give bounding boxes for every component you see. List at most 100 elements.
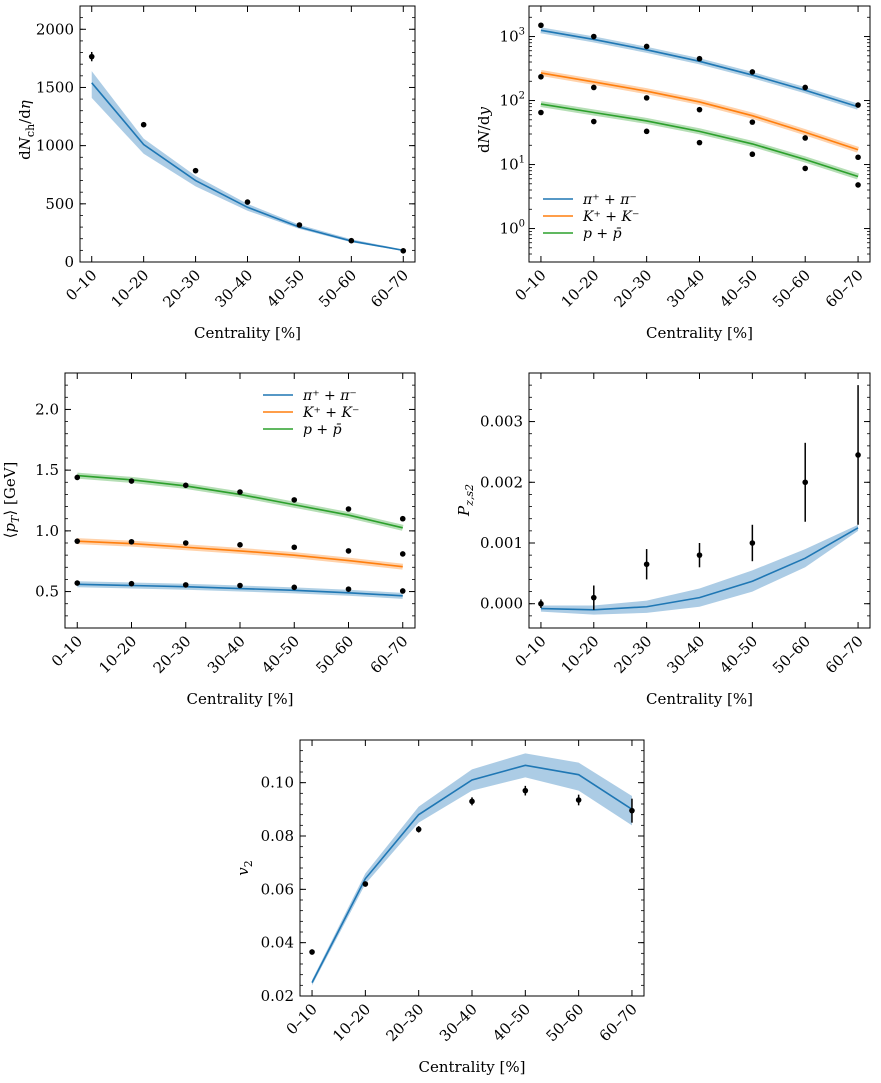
data-point bbox=[182, 482, 189, 489]
y-tick-label: 0.002 bbox=[480, 473, 523, 491]
data-point bbox=[348, 237, 355, 244]
chart-panel-2: 100 101 102 103 0–10 10–20 20–30 30–40 40–50 50–6… bbox=[475, 5, 871, 342]
x-tick-label: 60–70 bbox=[822, 266, 867, 311]
y-tick-label: 1.0 bbox=[35, 522, 59, 540]
x-tick-label: 30–40 bbox=[204, 632, 249, 677]
data-point bbox=[345, 548, 352, 554]
y-axis-label: ⟨pT⟩ [GeV] bbox=[1, 462, 22, 539]
y-tick-label: 1.5 bbox=[35, 461, 59, 479]
data-point bbox=[643, 43, 650, 50]
data-point bbox=[802, 479, 809, 486]
data-point bbox=[74, 580, 81, 586]
x-tick-label: 10–20 bbox=[95, 632, 140, 677]
data-point bbox=[802, 165, 809, 172]
y-tick-label: 2000 bbox=[36, 20, 74, 38]
x-tick-label: 20–30 bbox=[610, 266, 655, 311]
x-tick-label: 0–10 bbox=[62, 266, 100, 304]
plot-frame bbox=[528, 5, 871, 263]
data-point bbox=[128, 538, 135, 545]
y-tick-label: 103 bbox=[500, 27, 525, 46]
data-point bbox=[749, 69, 756, 75]
data-point bbox=[749, 151, 756, 158]
uncertainty-band bbox=[91, 71, 404, 251]
x-tick-label: 30–40 bbox=[436, 1000, 481, 1045]
legend-label-kaon: K⁺ + K⁻ bbox=[582, 209, 639, 225]
x-tick-label: 50–60 bbox=[315, 266, 360, 311]
data-point bbox=[291, 584, 298, 591]
x-tick-label: 20–30 bbox=[159, 266, 204, 311]
x-tick-label: 0–10 bbox=[511, 266, 549, 304]
x-tick-label: 40–50 bbox=[716, 266, 761, 311]
x-axis-label: Centrality [%] bbox=[646, 324, 753, 342]
y-tick-label: 0.5 bbox=[35, 583, 59, 601]
data-point bbox=[415, 826, 422, 833]
y-axis-label: v2 bbox=[234, 860, 255, 875]
y-axis-label: Pz,s2 bbox=[455, 484, 476, 517]
legend-label-pion: π⁺ + π⁻ bbox=[302, 388, 357, 404]
data-point bbox=[538, 73, 544, 80]
x-tick-label: 10–20 bbox=[558, 632, 603, 677]
data-point bbox=[140, 121, 147, 128]
plot-frame bbox=[528, 372, 871, 629]
x-tick-label: 20–30 bbox=[610, 632, 655, 677]
data-point bbox=[590, 33, 597, 40]
data-point bbox=[296, 222, 303, 228]
data-point bbox=[696, 139, 703, 146]
data-point bbox=[309, 949, 315, 955]
data-point bbox=[590, 594, 597, 601]
uncertainty-band bbox=[540, 27, 859, 110]
data-point bbox=[192, 167, 199, 174]
y-tick-label: 0.001 bbox=[480, 534, 523, 552]
data-point bbox=[696, 552, 703, 558]
uncertainty-band bbox=[312, 753, 632, 986]
x-tick-label: 0–10 bbox=[48, 632, 86, 670]
model-line-pion bbox=[540, 29, 859, 108]
y-tick-label: 1500 bbox=[36, 78, 74, 96]
model-line-pion bbox=[540, 527, 859, 611]
data-point bbox=[244, 199, 251, 205]
data-point bbox=[522, 787, 529, 794]
x-tick-label: 0–10 bbox=[511, 632, 549, 670]
data-point bbox=[469, 798, 475, 805]
data-point bbox=[88, 53, 95, 60]
data-point bbox=[575, 797, 582, 803]
data-point bbox=[237, 489, 243, 495]
x-axis-label: Centrality [%] bbox=[187, 690, 294, 708]
data-point bbox=[749, 119, 756, 125]
data-point bbox=[182, 582, 189, 588]
x-tick-label: 30–40 bbox=[663, 632, 708, 677]
y-tick-label: 0.10 bbox=[261, 774, 294, 792]
chart-panel-5: 0.02 0.04 0.06 0.08 0.10 0–10 10–20 20–30 30–40 4… bbox=[234, 739, 645, 1076]
y-tick-label: 0.000 bbox=[480, 595, 523, 613]
x-tick-label: 40–50 bbox=[716, 632, 761, 677]
data-point bbox=[128, 580, 135, 587]
y-tick-label: 0.003 bbox=[480, 413, 523, 431]
x-tick-label: 60–70 bbox=[367, 632, 412, 677]
data-point bbox=[749, 540, 756, 546]
data-point bbox=[802, 135, 809, 141]
x-tick-label: 0–10 bbox=[283, 1000, 321, 1038]
legend-label-proton: p + p̄ bbox=[303, 422, 342, 438]
data-point bbox=[74, 538, 81, 544]
x-tick-label: 40–50 bbox=[263, 266, 308, 311]
data-point bbox=[855, 182, 861, 188]
y-tick-label: 102 bbox=[500, 91, 525, 110]
y-axis-label: dNch/dη bbox=[16, 100, 37, 160]
x-tick-label: 50–60 bbox=[542, 1000, 587, 1045]
y-tick-label: 100 bbox=[500, 219, 525, 238]
data-point bbox=[345, 506, 352, 512]
y-axis-label: dN/dy bbox=[475, 107, 493, 153]
y-tick-label: 0.06 bbox=[261, 880, 294, 898]
legend-label-pion: π⁺ + π⁻ bbox=[582, 192, 637, 208]
x-tick-label: 60–70 bbox=[596, 1000, 641, 1045]
x-axis-label: Centrality [%] bbox=[194, 324, 301, 342]
x-tick-label: 60–70 bbox=[822, 632, 867, 677]
data-point bbox=[400, 248, 407, 254]
x-tick-label: 50–60 bbox=[312, 632, 357, 677]
chart-panel-4: 0.000 0.001 0.002 0.003 0–10 10–20 20–30 30–40 4… bbox=[455, 372, 871, 708]
data-point bbox=[629, 807, 635, 814]
y-tick-label: 500 bbox=[45, 195, 74, 213]
x-tick-label: 40–50 bbox=[258, 632, 303, 677]
y-tick-label: 1000 bbox=[36, 137, 74, 155]
data-point bbox=[399, 551, 406, 557]
